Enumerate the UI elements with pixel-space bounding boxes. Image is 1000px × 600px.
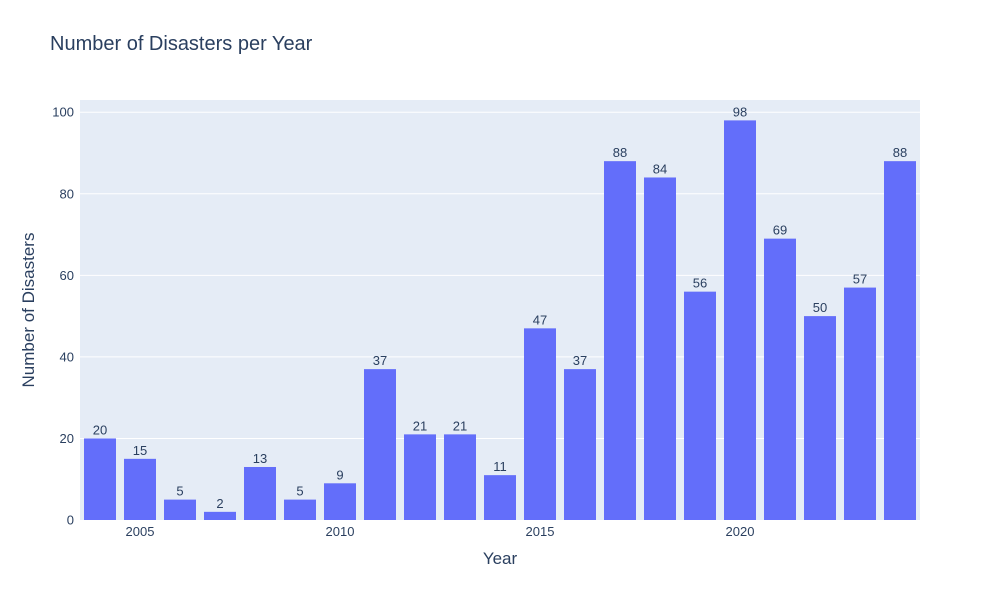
bar-2022 [804, 316, 836, 520]
data-label-2023: 57 [853, 272, 867, 287]
data-label-2022: 50 [813, 300, 827, 315]
bar-2009 [284, 499, 316, 520]
bar-2013 [444, 434, 476, 520]
data-label-2004: 20 [93, 422, 107, 437]
bar-2012 [404, 434, 436, 520]
bar-2024 [884, 161, 916, 521]
data-label-2017: 88 [613, 145, 627, 160]
y-tick-label: 60 [60, 268, 74, 283]
bar-2017 [604, 161, 636, 521]
data-label-2006: 5 [176, 484, 183, 499]
data-label-2013: 21 [453, 418, 467, 433]
bar-2020 [724, 120, 756, 520]
bar-2015 [524, 328, 556, 520]
y-axis-ticks: 0 20 40 60 80 100 [52, 105, 74, 528]
bar-2014 [484, 475, 516, 520]
data-label-2021: 69 [773, 223, 787, 238]
bar-2008 [244, 466, 276, 520]
y-tick-label: 100 [52, 105, 74, 120]
bar-2004 [84, 438, 116, 520]
bar-2018 [644, 177, 676, 521]
y-axis-title: Number of Disasters [19, 233, 38, 388]
y-tick-label: 80 [60, 186, 74, 201]
bar-2006 [164, 499, 196, 520]
x-axis-title: Year [483, 549, 518, 568]
bar-2019 [684, 291, 716, 520]
x-axis-ticks: 2005 2010 2015 2020 [126, 524, 755, 539]
data-label-2009: 5 [296, 484, 303, 499]
data-label-2024: 88 [893, 145, 907, 160]
data-labels: 20 15 5 2 13 5 9 37 21 21 11 47 37 88 84 56 98 69 50 57 88 [93, 104, 907, 510]
x-tick-label: 2005 [126, 524, 155, 539]
data-label-2019: 56 [693, 276, 707, 291]
bar-2010 [324, 483, 356, 520]
data-label-2014: 11 [493, 459, 507, 474]
x-tick-label: 2010 [326, 524, 355, 539]
x-tick-label: 2015 [526, 524, 555, 539]
y-tick-label: 0 [67, 513, 74, 528]
data-label-2018: 84 [653, 161, 667, 176]
bar-2007 [204, 511, 236, 520]
bar-2011 [364, 369, 396, 520]
bar-2023 [844, 287, 876, 520]
data-label-2016: 37 [573, 353, 587, 368]
data-label-2020: 98 [733, 104, 747, 119]
data-label-2012: 21 [413, 418, 427, 433]
data-label-2015: 47 [533, 312, 547, 327]
chart-title: Number of Disasters per Year [50, 33, 313, 55]
bar-2021 [764, 238, 796, 520]
data-label-2008: 13 [253, 451, 267, 466]
data-label-2007: 2 [216, 496, 223, 511]
data-label-2005: 15 [133, 443, 147, 458]
bar-2005 [124, 458, 156, 520]
bar-2016 [564, 369, 596, 520]
x-tick-label: 2020 [726, 524, 755, 539]
y-tick-label: 20 [60, 431, 74, 446]
data-label-2011: 37 [373, 353, 387, 368]
y-tick-label: 40 [60, 349, 74, 364]
bars [84, 120, 916, 521]
data-label-2010: 9 [336, 467, 343, 482]
